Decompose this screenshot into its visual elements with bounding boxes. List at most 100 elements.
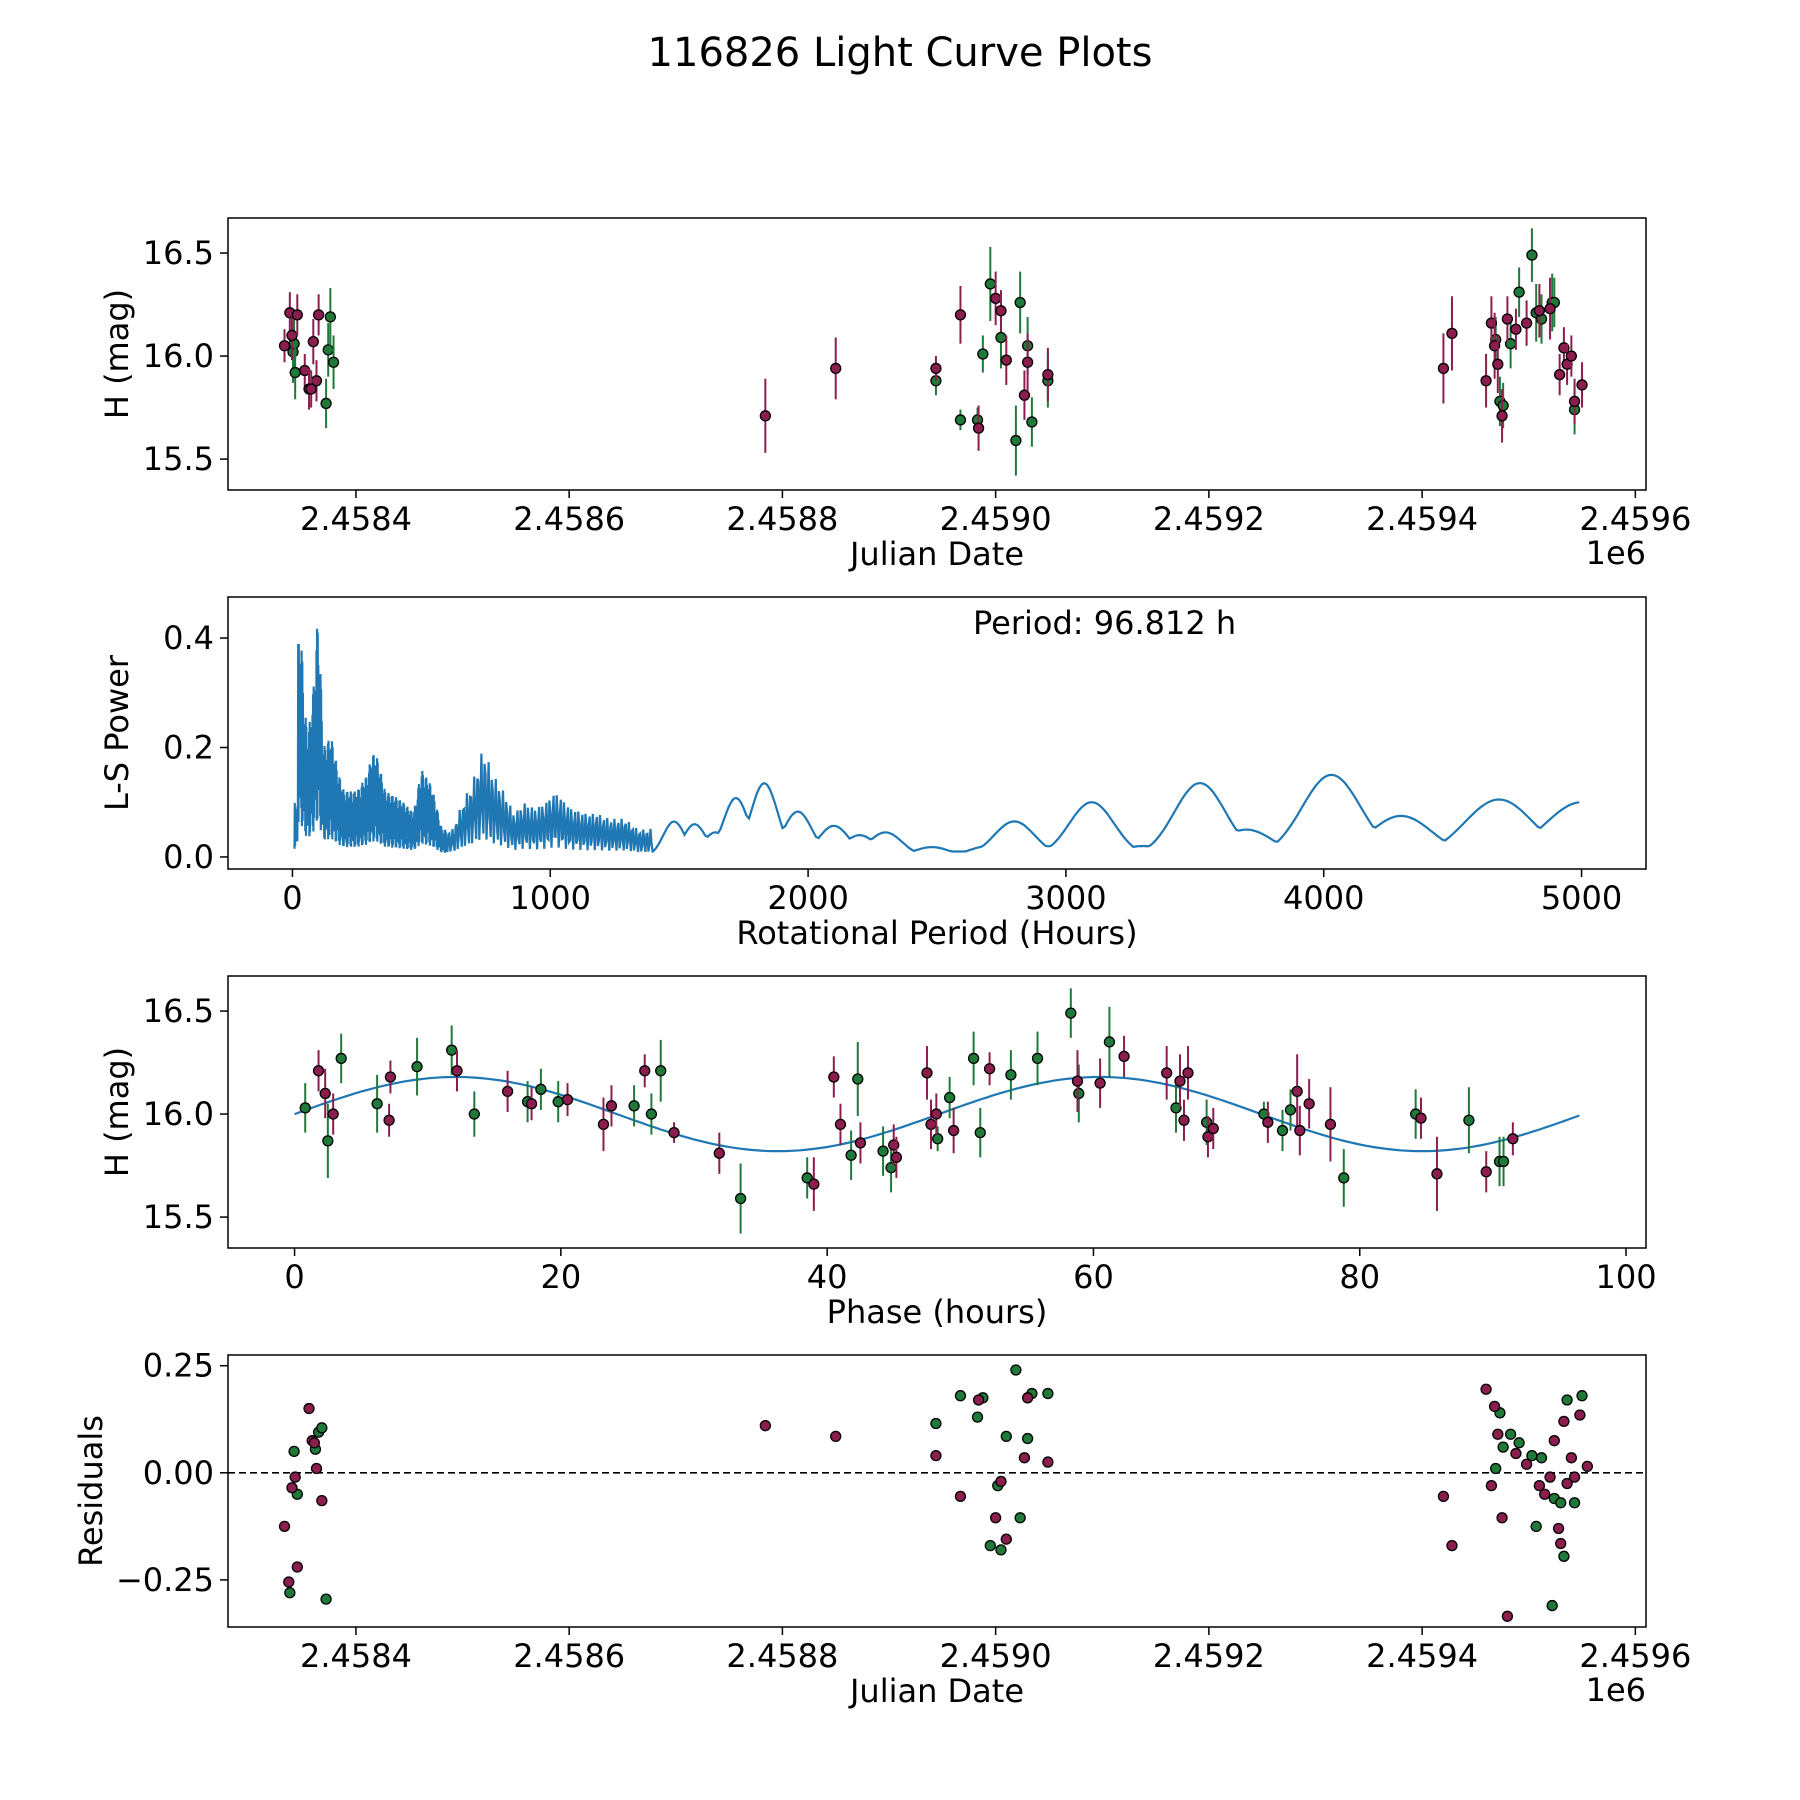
data-point bbox=[995, 331, 1007, 344]
data-point bbox=[1042, 1387, 1054, 1400]
data-point bbox=[1565, 1452, 1578, 1464]
data-point bbox=[877, 1145, 889, 1157]
x-tick-label-residuals: 2.4584 bbox=[300, 1637, 412, 1675]
x-tick-label-periodogram: 1000 bbox=[510, 879, 591, 917]
data-point bbox=[324, 311, 337, 323]
data-point bbox=[1576, 379, 1588, 391]
data-point bbox=[972, 422, 985, 434]
data-point bbox=[668, 1126, 680, 1139]
series-green-residuals bbox=[284, 1364, 1588, 1612]
data-point bbox=[451, 1065, 463, 1077]
x-tick-label-periodogram: 0 bbox=[282, 879, 302, 917]
data-point bbox=[854, 1137, 867, 1149]
data-point bbox=[1526, 249, 1538, 261]
data-point bbox=[1431, 1168, 1443, 1180]
x-tick-label-periodogram: 3000 bbox=[1025, 879, 1106, 917]
y-tick-label-raw: 15.5 bbox=[143, 440, 214, 478]
data-point bbox=[1530, 1520, 1542, 1532]
data-point bbox=[308, 1437, 321, 1449]
y-tick-label-phased: 15.5 bbox=[143, 1198, 214, 1236]
x-tick-label-residuals: 2.4596 bbox=[1579, 1637, 1691, 1675]
data-point bbox=[989, 1512, 1002, 1524]
data-point bbox=[1568, 1471, 1581, 1483]
data-point bbox=[1480, 375, 1492, 387]
data-point bbox=[1018, 1452, 1031, 1464]
data-point bbox=[312, 1065, 325, 1077]
series-maroon-phased bbox=[312, 1035, 1519, 1211]
data-point bbox=[1021, 356, 1034, 368]
data-point bbox=[1446, 1539, 1458, 1552]
data-point bbox=[316, 1494, 328, 1507]
data-point bbox=[305, 383, 317, 395]
data-point bbox=[286, 1482, 298, 1494]
x-tick-label-phased: 20 bbox=[541, 1258, 582, 1296]
data-point bbox=[1496, 1512, 1508, 1524]
data-point bbox=[1497, 1441, 1509, 1453]
x-axis-label-raw: Julian Date bbox=[848, 535, 1024, 573]
data-point bbox=[1262, 1116, 1274, 1128]
y-tick-label-raw: 16.0 bbox=[143, 337, 214, 375]
data-point bbox=[1014, 1512, 1026, 1524]
data-point bbox=[288, 1445, 300, 1458]
data-point bbox=[1496, 410, 1508, 422]
period-annotation: Period: 96.812 h bbox=[973, 604, 1236, 642]
data-point bbox=[983, 1063, 996, 1075]
y-tick-label-raw: 16.5 bbox=[143, 234, 214, 272]
data-point bbox=[995, 1475, 1007, 1488]
x-tick-label-phased: 40 bbox=[807, 1258, 848, 1296]
panel-periodogram: 0 1000 2000 3000 4000 5000 0.0 0.2 0.4 Rotational… bbox=[98, 596, 1647, 952]
data-point bbox=[1415, 1112, 1427, 1124]
axes-frame-phased bbox=[227, 975, 1647, 1249]
data-point bbox=[552, 1096, 564, 1108]
data-point bbox=[984, 1539, 996, 1552]
data-point bbox=[1533, 305, 1546, 317]
data-point bbox=[1544, 1471, 1556, 1483]
data-point bbox=[628, 1100, 640, 1112]
data-point bbox=[327, 356, 340, 368]
data-point bbox=[1010, 434, 1022, 447]
data-point bbox=[1031, 1052, 1044, 1065]
data-point bbox=[984, 278, 996, 290]
data-point bbox=[1558, 1415, 1570, 1428]
data-point bbox=[1552, 1522, 1565, 1535]
periodogram-line bbox=[293, 628, 1580, 853]
data-point bbox=[808, 1178, 820, 1190]
data-point bbox=[1284, 1104, 1297, 1116]
data-point bbox=[1303, 1098, 1315, 1110]
data-point bbox=[1446, 327, 1458, 340]
x-tick-label-periodogram: 5000 bbox=[1541, 879, 1622, 917]
y-tick-label-residuals: 0.25 bbox=[143, 1347, 214, 1385]
data-point bbox=[1576, 1390, 1588, 1402]
data-point bbox=[1510, 1447, 1522, 1460]
data-point bbox=[1507, 1133, 1519, 1145]
x-axis-label-periodogram: Rotational Period (Hours) bbox=[736, 914, 1137, 952]
data-point bbox=[1000, 354, 1012, 366]
data-point bbox=[930, 1450, 942, 1462]
x-tick-label-phased: 80 bbox=[1339, 1258, 1380, 1296]
data-point bbox=[977, 348, 989, 360]
data-point bbox=[1026, 416, 1038, 428]
data-point bbox=[446, 1044, 458, 1056]
data-point bbox=[932, 1133, 944, 1145]
data-point bbox=[1553, 368, 1566, 381]
data-point bbox=[1513, 1437, 1525, 1449]
x-tick-label-phased: 0 bbox=[284, 1258, 304, 1296]
data-point bbox=[1501, 1610, 1514, 1622]
data-point bbox=[1492, 358, 1504, 370]
data-point bbox=[1018, 389, 1031, 401]
data-point bbox=[971, 1411, 984, 1423]
data-point bbox=[1103, 1036, 1116, 1048]
y-axis-label-raw: H (mag) bbox=[98, 289, 136, 419]
axes-frame-residuals bbox=[227, 1354, 1647, 1628]
data-point bbox=[921, 1067, 933, 1079]
x-tick-label-phased: 60 bbox=[1073, 1258, 1114, 1296]
data-point bbox=[1437, 362, 1450, 375]
series-maroon-raw bbox=[278, 271, 1588, 453]
data-point bbox=[1014, 296, 1026, 309]
data-point bbox=[1520, 1458, 1533, 1470]
x-axis-label-phased: Phase (hours) bbox=[827, 1293, 1048, 1331]
x-tick-label-residuals: 2.4586 bbox=[513, 1637, 625, 1675]
data-point bbox=[1324, 1118, 1337, 1131]
data-point bbox=[759, 410, 771, 422]
data-point bbox=[1533, 1479, 1546, 1492]
